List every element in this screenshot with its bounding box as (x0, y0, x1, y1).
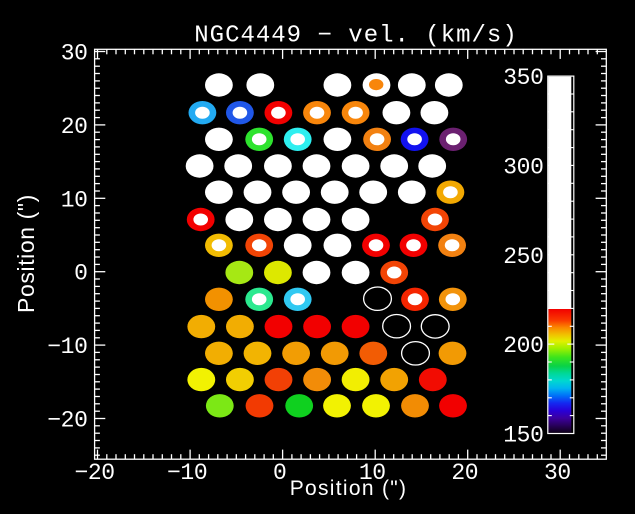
svg-text:−20: −20 (47, 408, 87, 434)
svg-text:300: 300 (503, 154, 543, 180)
svg-text:20: 20 (451, 460, 478, 486)
svg-text:30: 30 (544, 460, 571, 486)
svg-text:30: 30 (61, 41, 88, 67)
svg-text:150: 150 (503, 423, 543, 449)
svg-text:200: 200 (503, 333, 543, 359)
svg-text:NGC4449 − vel. (km/s): NGC4449 − vel. (km/s) (194, 23, 517, 50)
svg-text:350: 350 (503, 65, 543, 91)
svg-text:−10: −10 (167, 460, 207, 486)
svg-text:Position ("): Position (") (290, 477, 408, 500)
svg-text:10: 10 (359, 460, 386, 486)
svg-text:10: 10 (61, 187, 88, 213)
svg-text:−10: −10 (47, 334, 87, 360)
svg-text:0: 0 (273, 460, 286, 486)
svg-text:−20: −20 (74, 460, 114, 486)
svg-text:20: 20 (61, 114, 88, 140)
svg-text:250: 250 (503, 244, 543, 270)
svg-text:0: 0 (74, 261, 87, 287)
svg-text:Position ("): Position (") (13, 194, 39, 313)
